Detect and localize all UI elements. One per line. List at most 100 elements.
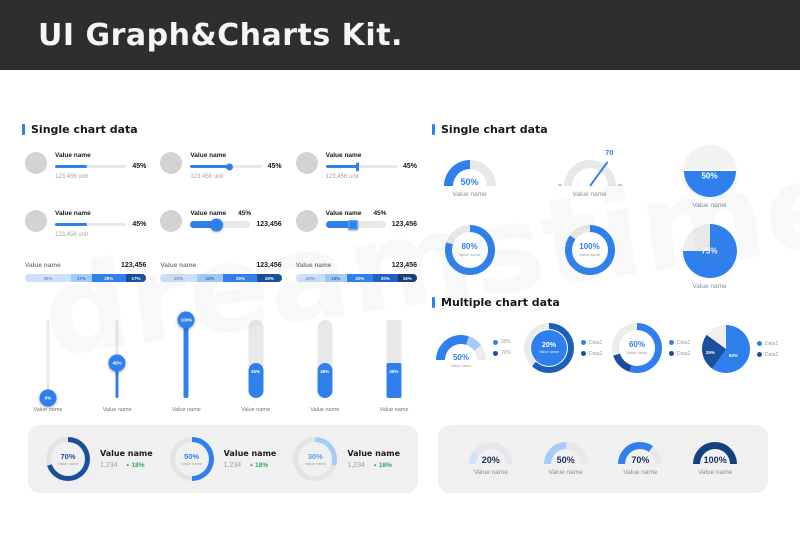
bar-segment: 24% — [295, 274, 325, 282]
value-label: Value name — [55, 210, 91, 217]
value-label: Value name — [25, 262, 61, 269]
avatar — [295, 152, 318, 174]
legend-dot — [493, 339, 498, 345]
slider-track[interactable] — [46, 320, 50, 398]
vertical-slider-block: 45% Value name — [233, 320, 279, 413]
donut-sub-label: Value name — [458, 251, 481, 257]
up-arrow-icon: ▲ — [249, 462, 254, 468]
value-label: Value name — [623, 469, 658, 476]
ring-sub-label: Value name — [304, 461, 326, 466]
slider-knob[interactable] — [190, 165, 230, 168]
legend-item: Data2 — [669, 351, 690, 357]
progress-track — [55, 165, 127, 168]
half-fill-circle-chart: 50% — [683, 145, 736, 197]
slider-fill — [190, 218, 224, 231]
vertical-slider[interactable]: 45% — [315, 320, 335, 398]
page-title: UI Graph&Charts Kit. — [38, 17, 403, 53]
legend-item: Data1 — [757, 341, 778, 347]
header: UI Graph&Charts Kit. — [0, 0, 800, 70]
value-label: Value name — [572, 191, 607, 198]
chart-sub-label: Value name — [539, 350, 559, 355]
legend-item: 30% — [493, 339, 511, 345]
pie-chart: 75% — [682, 224, 737, 278]
legend-item: Data2 — [757, 352, 778, 358]
stat-delta: ▲ 18% — [372, 462, 392, 469]
gauge-arc — [618, 442, 663, 464]
vertical-slider[interactable]: 45% — [384, 320, 404, 398]
gauge-value: 50% — [460, 177, 479, 186]
gauge-sub-label: Value name — [450, 363, 472, 368]
gauge-chart-block: 50% Value name — [432, 160, 507, 198]
needle-gauge: 70 — [557, 148, 622, 187]
gauge-tick — [617, 184, 622, 186]
donut-value: 100% — [579, 242, 600, 252]
slider-track[interactable] — [325, 219, 386, 230]
chart-value: 20% — [541, 341, 556, 349]
gauge-chart-block: 50% Value name — [543, 442, 588, 476]
gauge-chart: 100% — [693, 442, 738, 464]
value-label: Value name — [295, 262, 332, 269]
half-fill-circle-block: 50% Value name — [672, 145, 747, 209]
vertical-slider-block: 45% Value name — [302, 320, 348, 413]
slider-track[interactable] — [325, 165, 397, 168]
gauge-value: 70% — [631, 455, 650, 464]
vertical-slider[interactable]: 45% — [107, 320, 127, 398]
concentric-donut-chart: 20% Value name — [524, 323, 574, 373]
pie-value: 75% — [701, 246, 718, 256]
slider-knob[interactable]: 45% — [108, 354, 126, 372]
bar-segment: 17% — [125, 274, 147, 282]
slider-fill[interactable] — [248, 362, 264, 398]
slider-track[interactable] — [190, 218, 251, 231]
vertical-slider[interactable]: 0% — [38, 320, 58, 407]
bar-segment: 20% — [257, 274, 282, 282]
gauge-value: 50% — [452, 353, 469, 363]
stacked-bar-card: Value name 123,456 30% 22% 28% 20% — [160, 262, 282, 282]
gauge-value: 70 — [605, 148, 614, 157]
vertical-slider[interactable]: 100% — [176, 311, 196, 398]
multi-donut-chart: 60% Value name — [612, 323, 662, 373]
gauge-chart-block: 20% Value name — [468, 442, 513, 476]
gauge-chart-block: 100% Value name — [693, 442, 738, 476]
ring-chart: 30% Value name — [293, 437, 338, 481]
legend: Data1 Data2 — [581, 340, 602, 357]
avatar — [160, 210, 183, 232]
progress-card: Value name 45% 123,456 unit — [295, 152, 417, 180]
multi-donut-block: 60% Value name Data1 Data2 — [612, 323, 690, 373]
slider-value: 45% — [389, 368, 399, 374]
slider-knob[interactable]: 100% — [177, 311, 195, 329]
stat-amount: 1,234 — [223, 462, 242, 469]
donut-chart-block: 80% Value name — [432, 225, 507, 275]
value-label: Value name — [692, 202, 727, 209]
slider-fill[interactable] — [386, 362, 402, 398]
gauge-chart-block: 70% Value name — [618, 442, 663, 476]
slider-fill — [325, 219, 358, 230]
vertical-slider-block: 45% Value name — [371, 320, 417, 413]
slider-track[interactable] — [190, 165, 262, 168]
slider-knob[interactable] — [210, 218, 224, 231]
value-label: Value name — [55, 152, 91, 159]
legend-dot — [757, 352, 762, 357]
gauge-arc — [468, 442, 513, 464]
donut-chart: 100% Value name — [564, 225, 615, 275]
legend-dot — [757, 341, 762, 346]
ring-chart: 70% Value name — [46, 437, 90, 481]
ring-sub-label: Value name — [181, 461, 203, 466]
legend-item: 20% — [493, 350, 511, 356]
slider-fill[interactable] — [317, 362, 333, 398]
slider-knob[interactable] — [347, 219, 358, 230]
slider-track[interactable] — [183, 320, 189, 398]
gauge-value: 50% — [556, 455, 575, 464]
legend-item: Data2 — [581, 351, 602, 357]
unit-label: 123,456 unit — [55, 174, 89, 180]
vertical-slider[interactable]: 45% — [246, 320, 266, 398]
stats-panel: 70% Value name Value name 1,234 ▲ 18% 50%… — [28, 425, 418, 493]
avatar — [25, 152, 47, 174]
slider-knob[interactable]: 0% — [39, 389, 57, 407]
progress-fill — [55, 223, 88, 226]
total-value: 123,456 — [256, 262, 282, 269]
slider-knob[interactable] — [325, 165, 358, 168]
gauge-chart: 50% — [443, 160, 496, 186]
stat-title: Value name — [347, 449, 400, 458]
slider-card: Value name 45% 123,456 — [160, 210, 282, 238]
